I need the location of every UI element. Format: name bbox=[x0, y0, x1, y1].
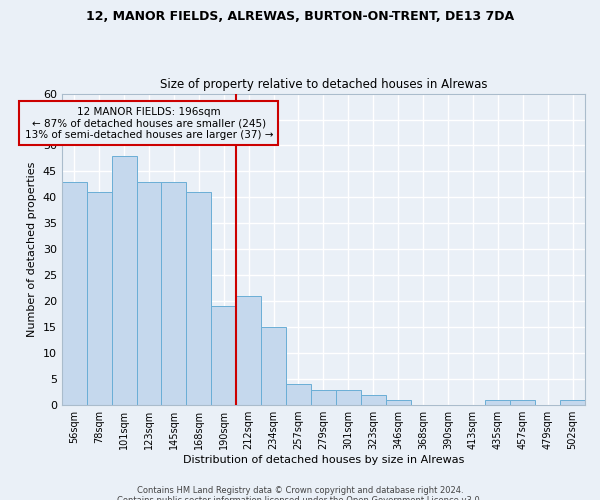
Bar bbox=[161, 182, 187, 405]
Title: Size of property relative to detached houses in Alrewas: Size of property relative to detached ho… bbox=[160, 78, 487, 91]
Y-axis label: Number of detached properties: Number of detached properties bbox=[27, 162, 37, 337]
Bar bbox=[311, 390, 336, 405]
Text: 12, MANOR FIELDS, ALREWAS, BURTON-ON-TRENT, DE13 7DA: 12, MANOR FIELDS, ALREWAS, BURTON-ON-TRE… bbox=[86, 10, 514, 23]
Bar bbox=[510, 400, 535, 405]
Bar bbox=[336, 390, 361, 405]
Text: Contains HM Land Registry data © Crown copyright and database right 2024.: Contains HM Land Registry data © Crown c… bbox=[137, 486, 463, 495]
Bar bbox=[211, 306, 236, 405]
Bar bbox=[187, 192, 211, 405]
Bar bbox=[361, 394, 386, 405]
X-axis label: Distribution of detached houses by size in Alrewas: Distribution of detached houses by size … bbox=[182, 455, 464, 465]
Bar bbox=[86, 192, 112, 405]
Text: 12 MANOR FIELDS: 196sqm
← 87% of detached houses are smaller (245)
13% of semi-d: 12 MANOR FIELDS: 196sqm ← 87% of detache… bbox=[25, 106, 273, 140]
Bar bbox=[485, 400, 510, 405]
Bar bbox=[236, 296, 261, 405]
Bar bbox=[286, 384, 311, 405]
Bar bbox=[560, 400, 585, 405]
Bar bbox=[261, 327, 286, 405]
Bar bbox=[386, 400, 410, 405]
Bar bbox=[112, 156, 137, 405]
Text: Contains public sector information licensed under the Open Government Licence v3: Contains public sector information licen… bbox=[118, 496, 482, 500]
Bar bbox=[137, 182, 161, 405]
Bar bbox=[62, 182, 86, 405]
